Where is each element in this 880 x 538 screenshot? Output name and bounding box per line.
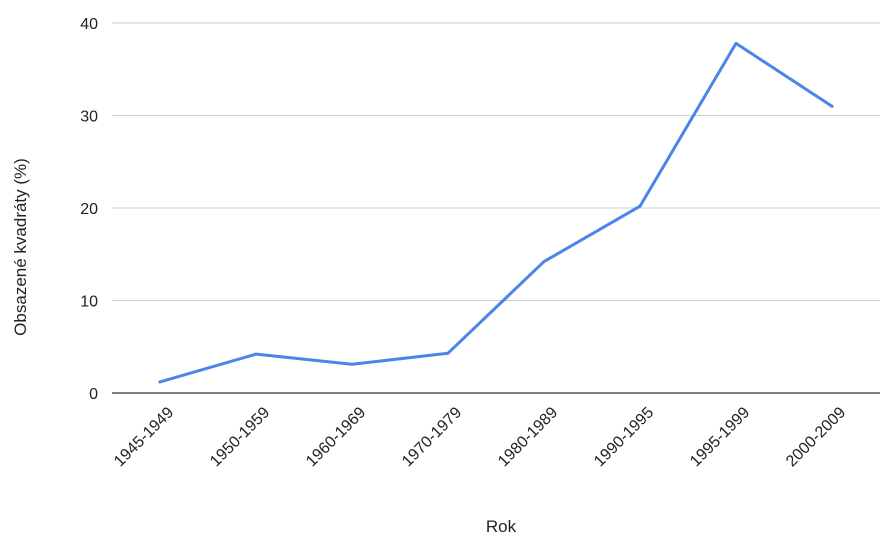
data-point — [734, 41, 738, 45]
y-tick-label: 0 — [89, 386, 98, 403]
series-line — [158, 41, 834, 384]
x-tick-label: 1945-1949 — [111, 404, 177, 470]
x-tick-label: 1950-1959 — [207, 404, 273, 470]
data-point — [158, 380, 162, 384]
x-tick-label: 1970-1979 — [399, 404, 465, 470]
series-layer — [158, 41, 834, 384]
x-tick-label: 2000-2009 — [783, 404, 849, 470]
x-tick-label: 1980-1989 — [495, 404, 561, 470]
x-tick-label: 1990-1995 — [591, 404, 657, 470]
y-tick-labels: 0 10 20 30 40 — [80, 16, 98, 403]
data-point — [542, 260, 546, 264]
data-point — [638, 204, 642, 208]
data-point — [254, 352, 258, 356]
y-tick-label: 30 — [80, 109, 98, 126]
y-tick-label: 20 — [80, 201, 98, 218]
data-point — [830, 104, 834, 108]
x-axis-title: Rok — [486, 517, 517, 536]
x-tick-labels: 1945-1949 1950-1959 1960-1969 1970-1979 1980… — [111, 404, 849, 470]
data-point — [350, 362, 354, 366]
gridlines — [112, 22, 880, 394]
y-tick-label: 10 — [80, 294, 98, 311]
y-axis-title: Obsazené kvadráty (%) — [11, 158, 30, 336]
data-point — [446, 351, 450, 355]
x-tick-label: 1995-1999 — [687, 404, 753, 470]
y-tick-label: 40 — [80, 16, 98, 33]
x-tick-label: 1960-1969 — [303, 404, 369, 470]
